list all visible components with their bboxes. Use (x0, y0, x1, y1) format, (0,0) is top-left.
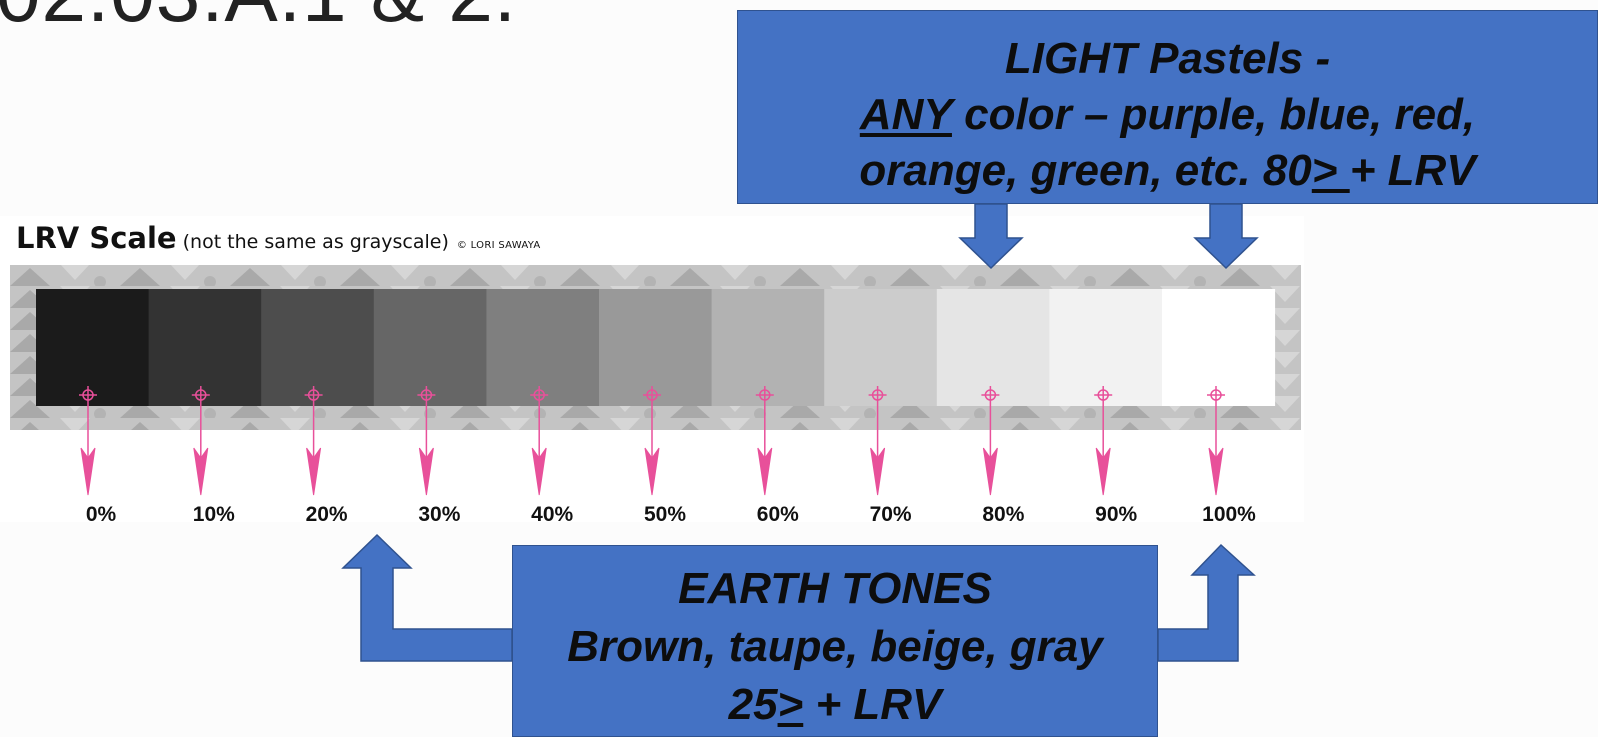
pointer-20pct (304, 386, 323, 496)
swatch-90pct (1049, 289, 1163, 406)
swatch-70pct (824, 289, 938, 406)
tick-label: 60% (757, 503, 799, 526)
swatch-group (36, 289, 1276, 406)
pointer-90pct (1094, 386, 1113, 496)
swatch-0pct (36, 289, 150, 406)
pointer-100pct (1207, 386, 1225, 496)
tick-label: 40% (531, 503, 573, 526)
slide-title: 02.03.A.1 & 2. (0, 0, 517, 40)
down-arrow-80 (958, 203, 1024, 270)
tick-label-group: 0% 10% 20% 30% 40% 50% 60% 70% 80% 90% 100% (86, 503, 1256, 526)
callout-top-line3: orange, green, etc. 80> + LRV (738, 143, 1597, 199)
callout-bottom-line3-pre: 25 (728, 680, 778, 729)
callout-bottom-line3: 25> + LRV (513, 676, 1157, 734)
lrv-scale-subtitle: (not the same as grayscale) (182, 231, 449, 253)
swatch-50pct (599, 289, 713, 406)
tick-label: 90% (1095, 503, 1137, 526)
pointer-10pct (191, 386, 210, 496)
pointer-40pct (530, 386, 549, 496)
swatch-80pct (936, 289, 1050, 406)
tick-label: 20% (306, 503, 348, 526)
pointer-60pct (755, 386, 774, 496)
earth-tones-callout: EARTH TONES Brown, taupe, beige, gray 25… (512, 545, 1158, 737)
swatch-10pct (148, 289, 262, 406)
tick-label: 100% (1202, 503, 1256, 526)
tick-label: 0% (86, 503, 117, 526)
lrv-scale-copyright: © LORI SAWAYA (456, 240, 541, 251)
tick-label: 50% (644, 503, 686, 526)
swatch-60pct (711, 289, 825, 406)
bent-arrow-left (341, 533, 513, 662)
swatch-20pct (261, 289, 375, 406)
pointer-group (79, 386, 1225, 496)
pointer-50pct (643, 386, 661, 496)
lrv-scale-heading: LRV Scale (not the same as grayscale) © LO… (16, 221, 541, 255)
tick-label: 30% (418, 503, 460, 526)
pointer-30pct (417, 386, 436, 496)
tick-label: 10% (193, 503, 235, 526)
callout-top-line3-pre: orange, green, etc. 80 (859, 146, 1312, 195)
tick-label: 70% (870, 503, 912, 526)
callout-bottom-line3-post: + LRV (803, 680, 942, 729)
callout-top-line2-rest: color – purple, blue, red, (951, 90, 1476, 139)
callout-top-line1: LIGHT Pastels - (1004, 34, 1331, 83)
swatch-100pct (1162, 289, 1276, 406)
light-pastels-callout: LIGHT Pastels - ANY color – purple, blue… (737, 10, 1598, 204)
callout-bottom-gte: > (777, 680, 804, 729)
swatch-40pct (486, 289, 600, 406)
bent-arrow-right (1157, 543, 1256, 662)
down-arrow-100 (1193, 203, 1259, 270)
pointer-80pct (981, 386, 1000, 496)
lrv-scale-title: LRV Scale (16, 221, 177, 255)
callout-bottom-line1: EARTH TONES (678, 564, 992, 613)
pointer-0pct (79, 386, 97, 496)
tick-label: 80% (982, 503, 1024, 526)
callout-top-line2: ANY color – purple, blue, red, (738, 87, 1597, 143)
callout-bottom-line2: Brown, taupe, beige, gray (567, 622, 1103, 671)
callout-top-line3-post: + LRV (1349, 146, 1476, 195)
callout-top-gte: > (1311, 146, 1350, 195)
any-emphasis: ANY (859, 90, 952, 139)
pointer-70pct (868, 386, 887, 496)
swatch-30pct (373, 289, 487, 406)
